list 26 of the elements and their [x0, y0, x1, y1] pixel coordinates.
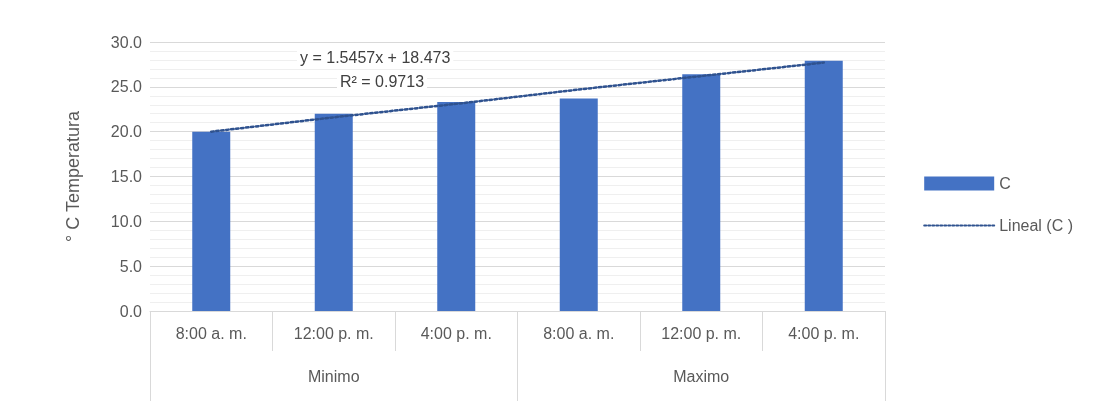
legend-label: C	[999, 175, 1011, 192]
y-tick-label: 25.0	[110, 78, 143, 96]
x-tick-label: 12:00 p. m.	[661, 324, 742, 342]
bar	[559, 98, 598, 311]
bar	[314, 113, 353, 311]
text: Maximo	[673, 367, 730, 385]
bar	[804, 60, 843, 311]
text: Minimo	[307, 367, 360, 385]
y-tick-label: 30.0	[110, 33, 143, 51]
annotation: R² = 0.9713	[340, 72, 425, 90]
y-tick-label: 20.0	[110, 123, 143, 141]
y-tick-label: 5.0	[119, 257, 143, 275]
bar	[682, 74, 721, 311]
y-tick-label: 15.0	[110, 168, 143, 185]
x-tick-label: 4:00 p. m.	[788, 324, 860, 342]
y-tick-label: 10.0	[110, 212, 143, 230]
x-tick-label: 4:00 p. m.	[420, 324, 492, 342]
legend-label: Lineal (C )	[999, 217, 1074, 234]
bar	[192, 131, 231, 311]
y-axis-title: ° C Temperatura	[63, 110, 83, 242]
y-tick-label: 0.0	[119, 302, 143, 320]
annotation: y = 1.5457x + 18.473	[300, 48, 451, 66]
bar	[437, 102, 476, 311]
x-tick-label: 8:00 a. m.	[175, 324, 247, 342]
x-tick-label: 12:00 p. m.	[293, 324, 374, 342]
x-tick-label: 8:00 a. m.	[543, 324, 615, 342]
